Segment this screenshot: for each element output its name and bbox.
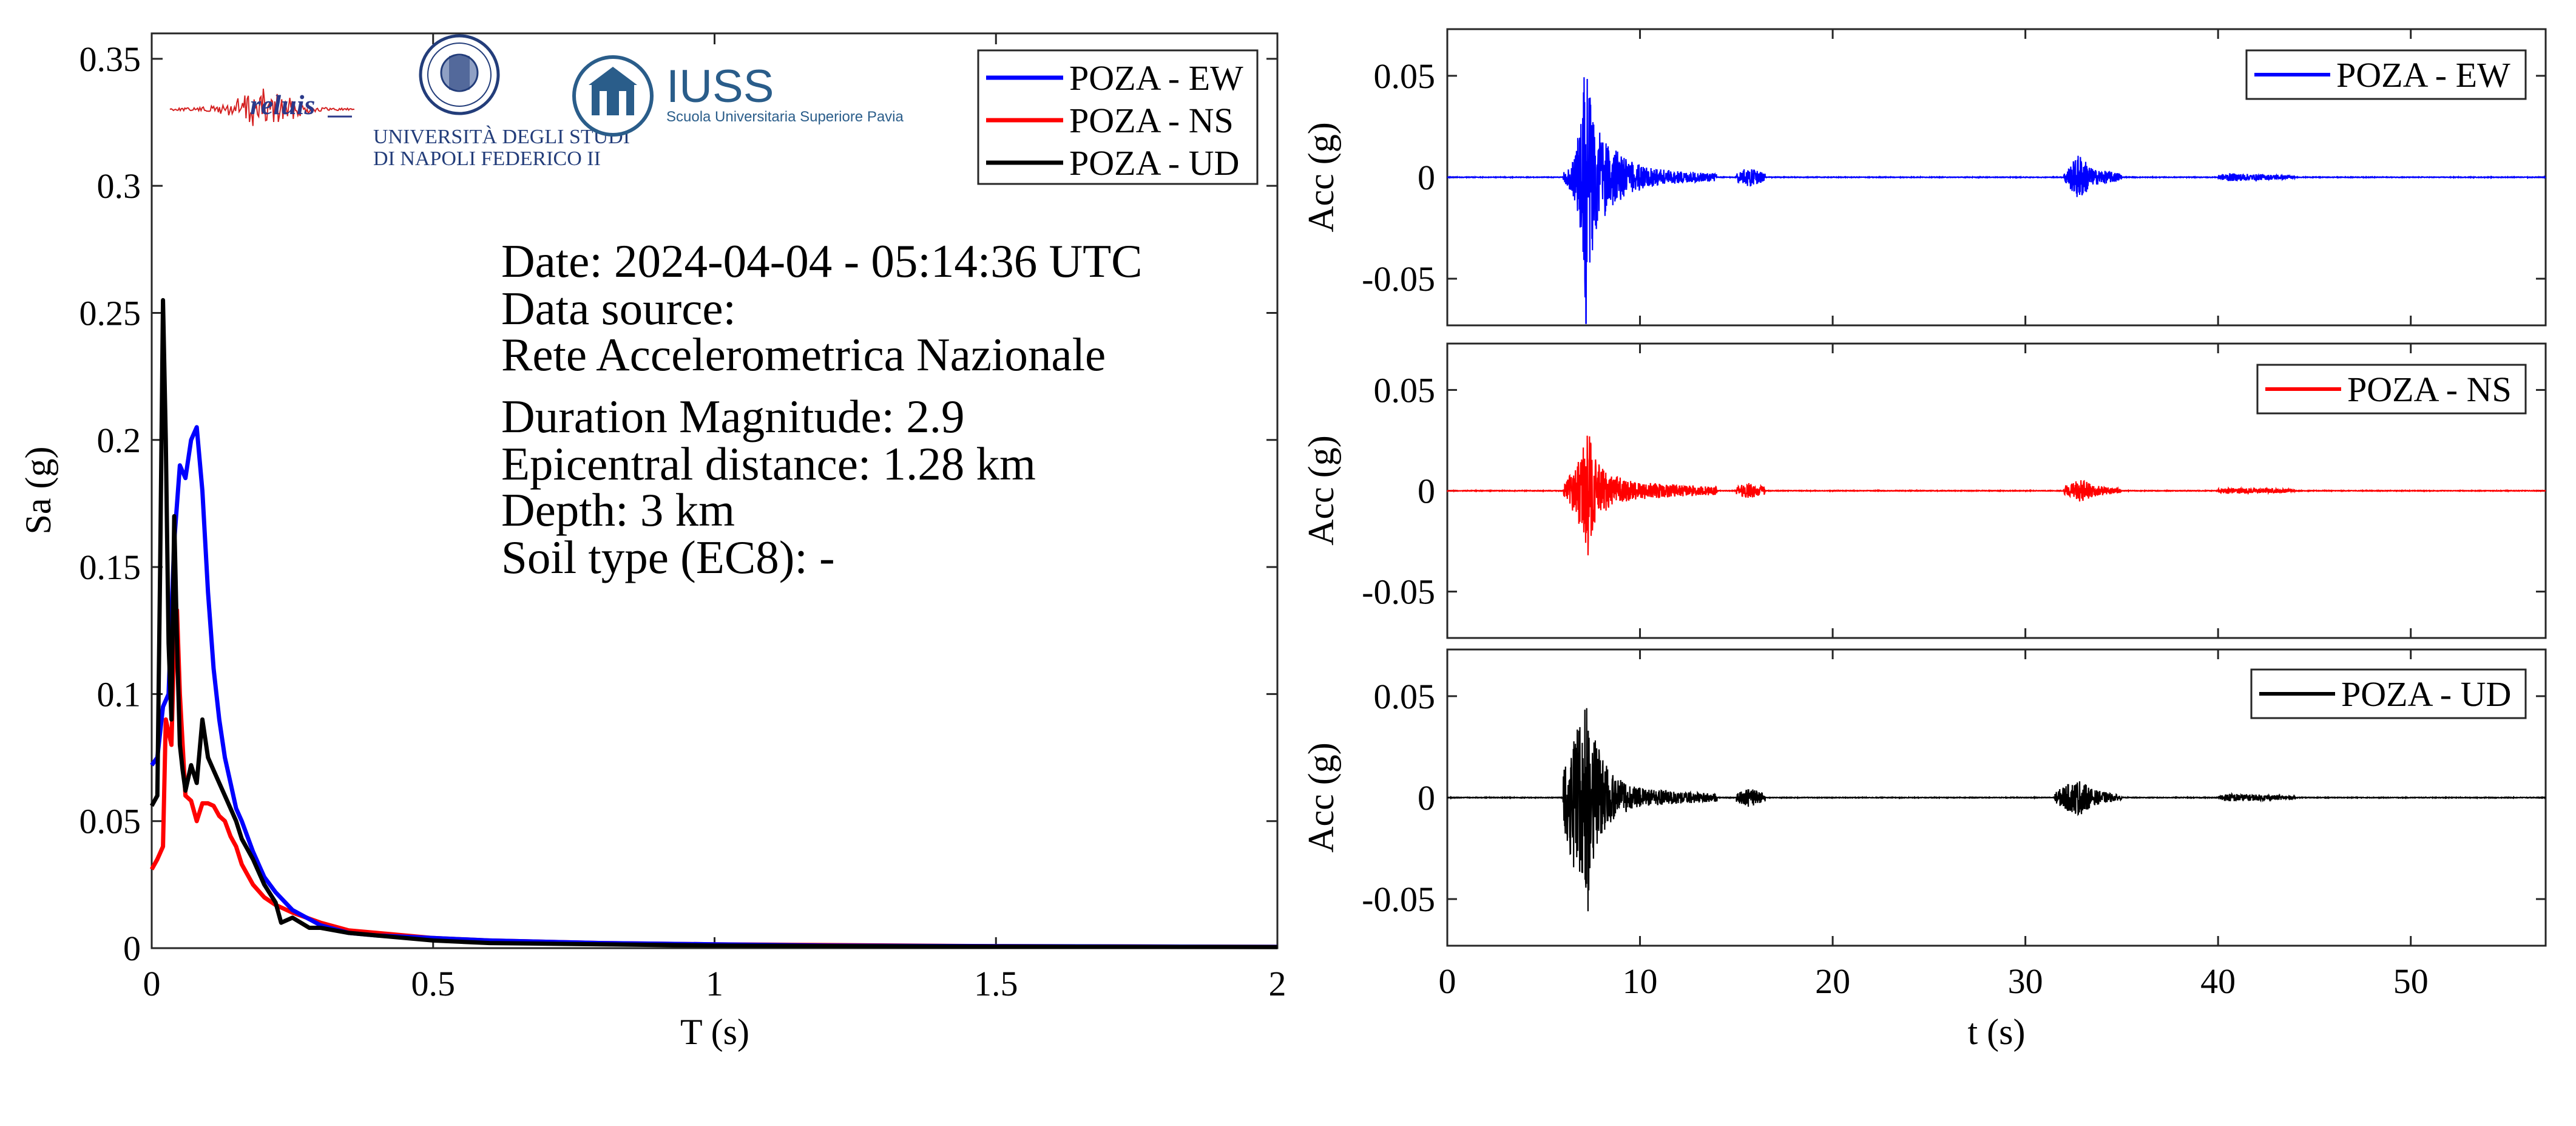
legend-label-ud: POZA - UD — [1069, 143, 1239, 183]
spectrum-y-tick-label: 0 — [123, 929, 141, 968]
legend-label-ns: POZA - NS — [1069, 101, 1234, 140]
acc-y-tick-label: 0 — [1418, 158, 1435, 197]
spectrum-ticks: 0 0.5 1 1.5 2 0 0.05 0.1 0.15 0.2 0.25 0.3 0.35 — [79, 33, 1286, 1003]
accelerogram-ew-trace — [1447, 77, 2546, 324]
spectrum-x-axis-label: T (s) — [680, 1012, 749, 1052]
accelerogram-trace-ns — [1447, 435, 2546, 555]
spectrum-y-tick-label: 0.15 — [79, 548, 141, 587]
spectrum-y-tick-label: 0.2 — [97, 421, 141, 460]
spectrum-x-tick-label: 1.5 — [974, 964, 1018, 1003]
acc-y-tick-label: -0.05 — [1362, 880, 1435, 919]
accelerogram-ns-legend: POZA - NS — [2256, 364, 2527, 415]
spectrum-y-tick-label: 0.35 — [79, 39, 141, 79]
acc-y-tick-label: -0.05 — [1362, 572, 1435, 612]
accelerogram-ns-trace — [1447, 435, 2546, 555]
acc-x-tick-label: 30 — [2008, 962, 2043, 1001]
response-spectrum-chart: 0 0.5 1 1.5 2 0 0.05 0.1 0.15 0.2 0.25 0.3 0.35 T (s… — [18, 32, 1286, 1052]
spectrum-x-tick-label: 0 — [143, 964, 161, 1003]
spectrum-x-tick-label: 0.5 — [411, 964, 456, 1003]
acc-x-tick-label: 0 — [1439, 962, 1456, 1001]
reluis-logo-text: reluis — [250, 89, 315, 120]
unina-logo: UNIVERSITÀ DEGLI STUDI DI NAPOLI FEDERIC… — [373, 34, 630, 170]
accelerogram-ud-chart: 0 10 20 30 40 50 -0.05 0 0.05 Acc (g) t (s) POZA… — [1301, 648, 2547, 1052]
spectrum-y-tick-label: 0.3 — [97, 166, 141, 206]
event-info: Date: 2024-04-04 - 05:14:36 UTC Data sou… — [501, 235, 1142, 583]
spectrum-plot-area — [150, 32, 1279, 949]
acc-y-tick-label: 0 — [1418, 472, 1435, 511]
legend-label-ew: POZA - EW — [2336, 55, 2510, 95]
accelerogram-trace-ew — [1447, 77, 2546, 324]
accelerogram-ew-legend: POZA - EW — [2245, 49, 2527, 100]
reluis-logo: reluis — [169, 89, 355, 126]
acc-x-tick-label: 20 — [1815, 962, 1850, 1001]
acc-x-tick-label: 50 — [2393, 962, 2429, 1001]
spectrum-y-tick-label: 0.25 — [79, 293, 141, 333]
legend-label-ew: POZA - EW — [1069, 58, 1243, 98]
accelerogram-ud-trace — [1447, 708, 2546, 912]
legend-label-ns: POZA - NS — [2347, 370, 2512, 409]
reluis-seismogram-mark — [169, 89, 355, 126]
accelerogram-ud-y-axis-label: Acc (g) — [1301, 742, 1341, 853]
reluis-wave-line — [169, 89, 355, 126]
spectrum-x-tick-label: 1 — [706, 964, 723, 1003]
data-source-name: Rete Accelerometrica Nazionale — [501, 328, 1106, 381]
acc-x-tick-label: 40 — [2200, 962, 2236, 1001]
epicentral-distance: Epicentral distance: 1.28 km — [501, 438, 1036, 490]
spectrum-legend: POZA - EW POZA - NS POZA - UD — [977, 49, 1259, 185]
soil-type: Soil type (EC8): - — [501, 531, 835, 583]
accelerogram-ew-chart: -0.05 0 0.05 Acc (g) POZA - EW — [1301, 28, 2547, 327]
spectrum-x-tick-label: 2 — [1269, 964, 1286, 1003]
accelerogram-trace-ud — [1447, 708, 2546, 912]
legend-label-ud: POZA - UD — [2341, 674, 2511, 714]
event-depth: Depth: 3 km — [501, 484, 735, 536]
unina-logo-line1: UNIVERSITÀ DEGLI STUDI — [373, 126, 630, 148]
data-source-label: Data source: — [501, 282, 736, 334]
accelerogram-ew-ticks: -0.05 0 0.05 — [1362, 29, 2546, 325]
acc-y-tick-label: 0.05 — [1374, 370, 1436, 410]
acc-y-tick-label: 0.05 — [1374, 677, 1436, 716]
event-date: Date: 2024-04-04 - 05:14:36 UTC — [501, 235, 1142, 287]
acc-y-tick-label: 0.05 — [1374, 56, 1436, 96]
accelerogram-ns-y-axis-label: Acc (g) — [1301, 435, 1341, 546]
iuss-logo-subtitle: Scuola Universitaria Superiore Pavia — [666, 109, 904, 125]
acc-y-tick-label: 0 — [1418, 778, 1435, 818]
acc-y-tick-label: -0.05 — [1362, 259, 1435, 299]
unina-logo-line2: DI NAPOLI FEDERICO II — [373, 148, 601, 170]
spectrum-series-ud — [149, 298, 1278, 949]
accelerogram-ns-chart: -0.05 0 0.05 Acc (g) POZA - NS — [1301, 342, 2547, 639]
iuss-logo-title: IUSS — [666, 61, 774, 112]
spectrum-series — [149, 298, 1278, 949]
accelerogram-x-axis-label: t (s) — [1968, 1012, 2026, 1052]
spectrum-y-tick-label: 0.1 — [97, 674, 141, 714]
iuss-logo: IUSS Scuola Universitaria Superiore Pavi… — [572, 55, 904, 137]
acc-x-tick-label: 10 — [1623, 962, 1658, 1001]
accelerogram-ud-legend: POZA - UD — [2250, 668, 2527, 719]
duration-magnitude: Duration Magnitude: 2.9 — [501, 390, 964, 443]
spectrum-y-axis-label: Sa (g) — [18, 447, 58, 535]
accelerogram-ew-y-axis-label: Acc (g) — [1301, 122, 1341, 232]
spectrum-y-tick-label: 0.05 — [79, 802, 141, 841]
